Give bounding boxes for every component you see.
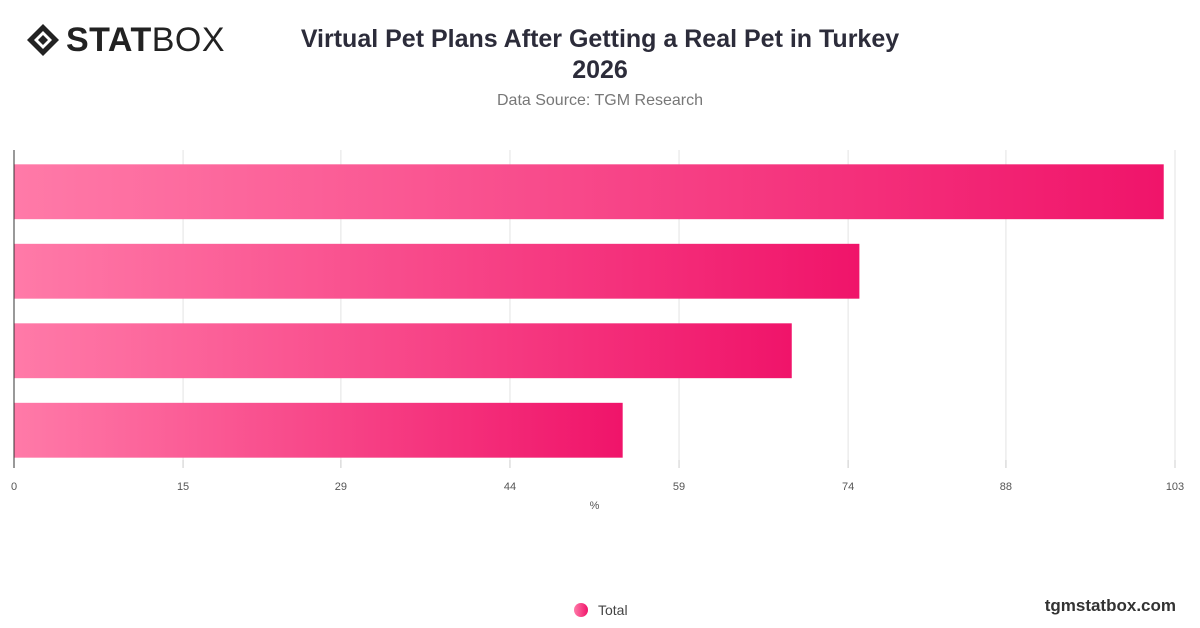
chart-title-line1: Virtual Pet Plans After Getting a Real P…: [300, 25, 900, 53]
brand-url: tgmstatbox.com: [1044, 596, 1176, 615]
logo-text-light: BOX: [151, 21, 226, 59]
legend[interactable]: Total: [574, 602, 628, 618]
legend-label: Total: [598, 602, 628, 618]
diamond-logo-icon: [27, 24, 59, 56]
logo-text: STATBOX: [66, 23, 225, 57]
bar[interactable]: [14, 243, 860, 299]
bars: [14, 164, 1164, 458]
chart-title: Virtual Pet Plans After Getting a Real P…: [280, 24, 920, 86]
chart-subtitle: Data Source: TGM Research: [496, 92, 703, 109]
x-tick-label: 29: [335, 481, 347, 493]
x-tick-label: 74: [842, 481, 854, 493]
bar[interactable]: [14, 164, 1164, 220]
x-tick-label: 88: [1000, 481, 1012, 493]
bar[interactable]: [14, 323, 792, 379]
x-tick-label: 103: [1166, 481, 1184, 493]
statbox-logo: STATBOX: [26, 22, 225, 58]
x-axis: 0 15 29 44 59 74 88 103%: [11, 150, 1184, 512]
bar[interactable]: [14, 402, 623, 458]
x-tick-label: 44: [504, 481, 516, 493]
x-tick-label: 0: [11, 481, 17, 493]
x-tick-label: 59: [673, 481, 685, 493]
x-axis-label: %: [590, 500, 600, 512]
logo-text-bold: STAT: [66, 21, 152, 59]
x-tick-label: 15: [177, 481, 189, 493]
legend-swatch: [574, 603, 588, 617]
chart-title-line2: 2026: [572, 56, 628, 84]
